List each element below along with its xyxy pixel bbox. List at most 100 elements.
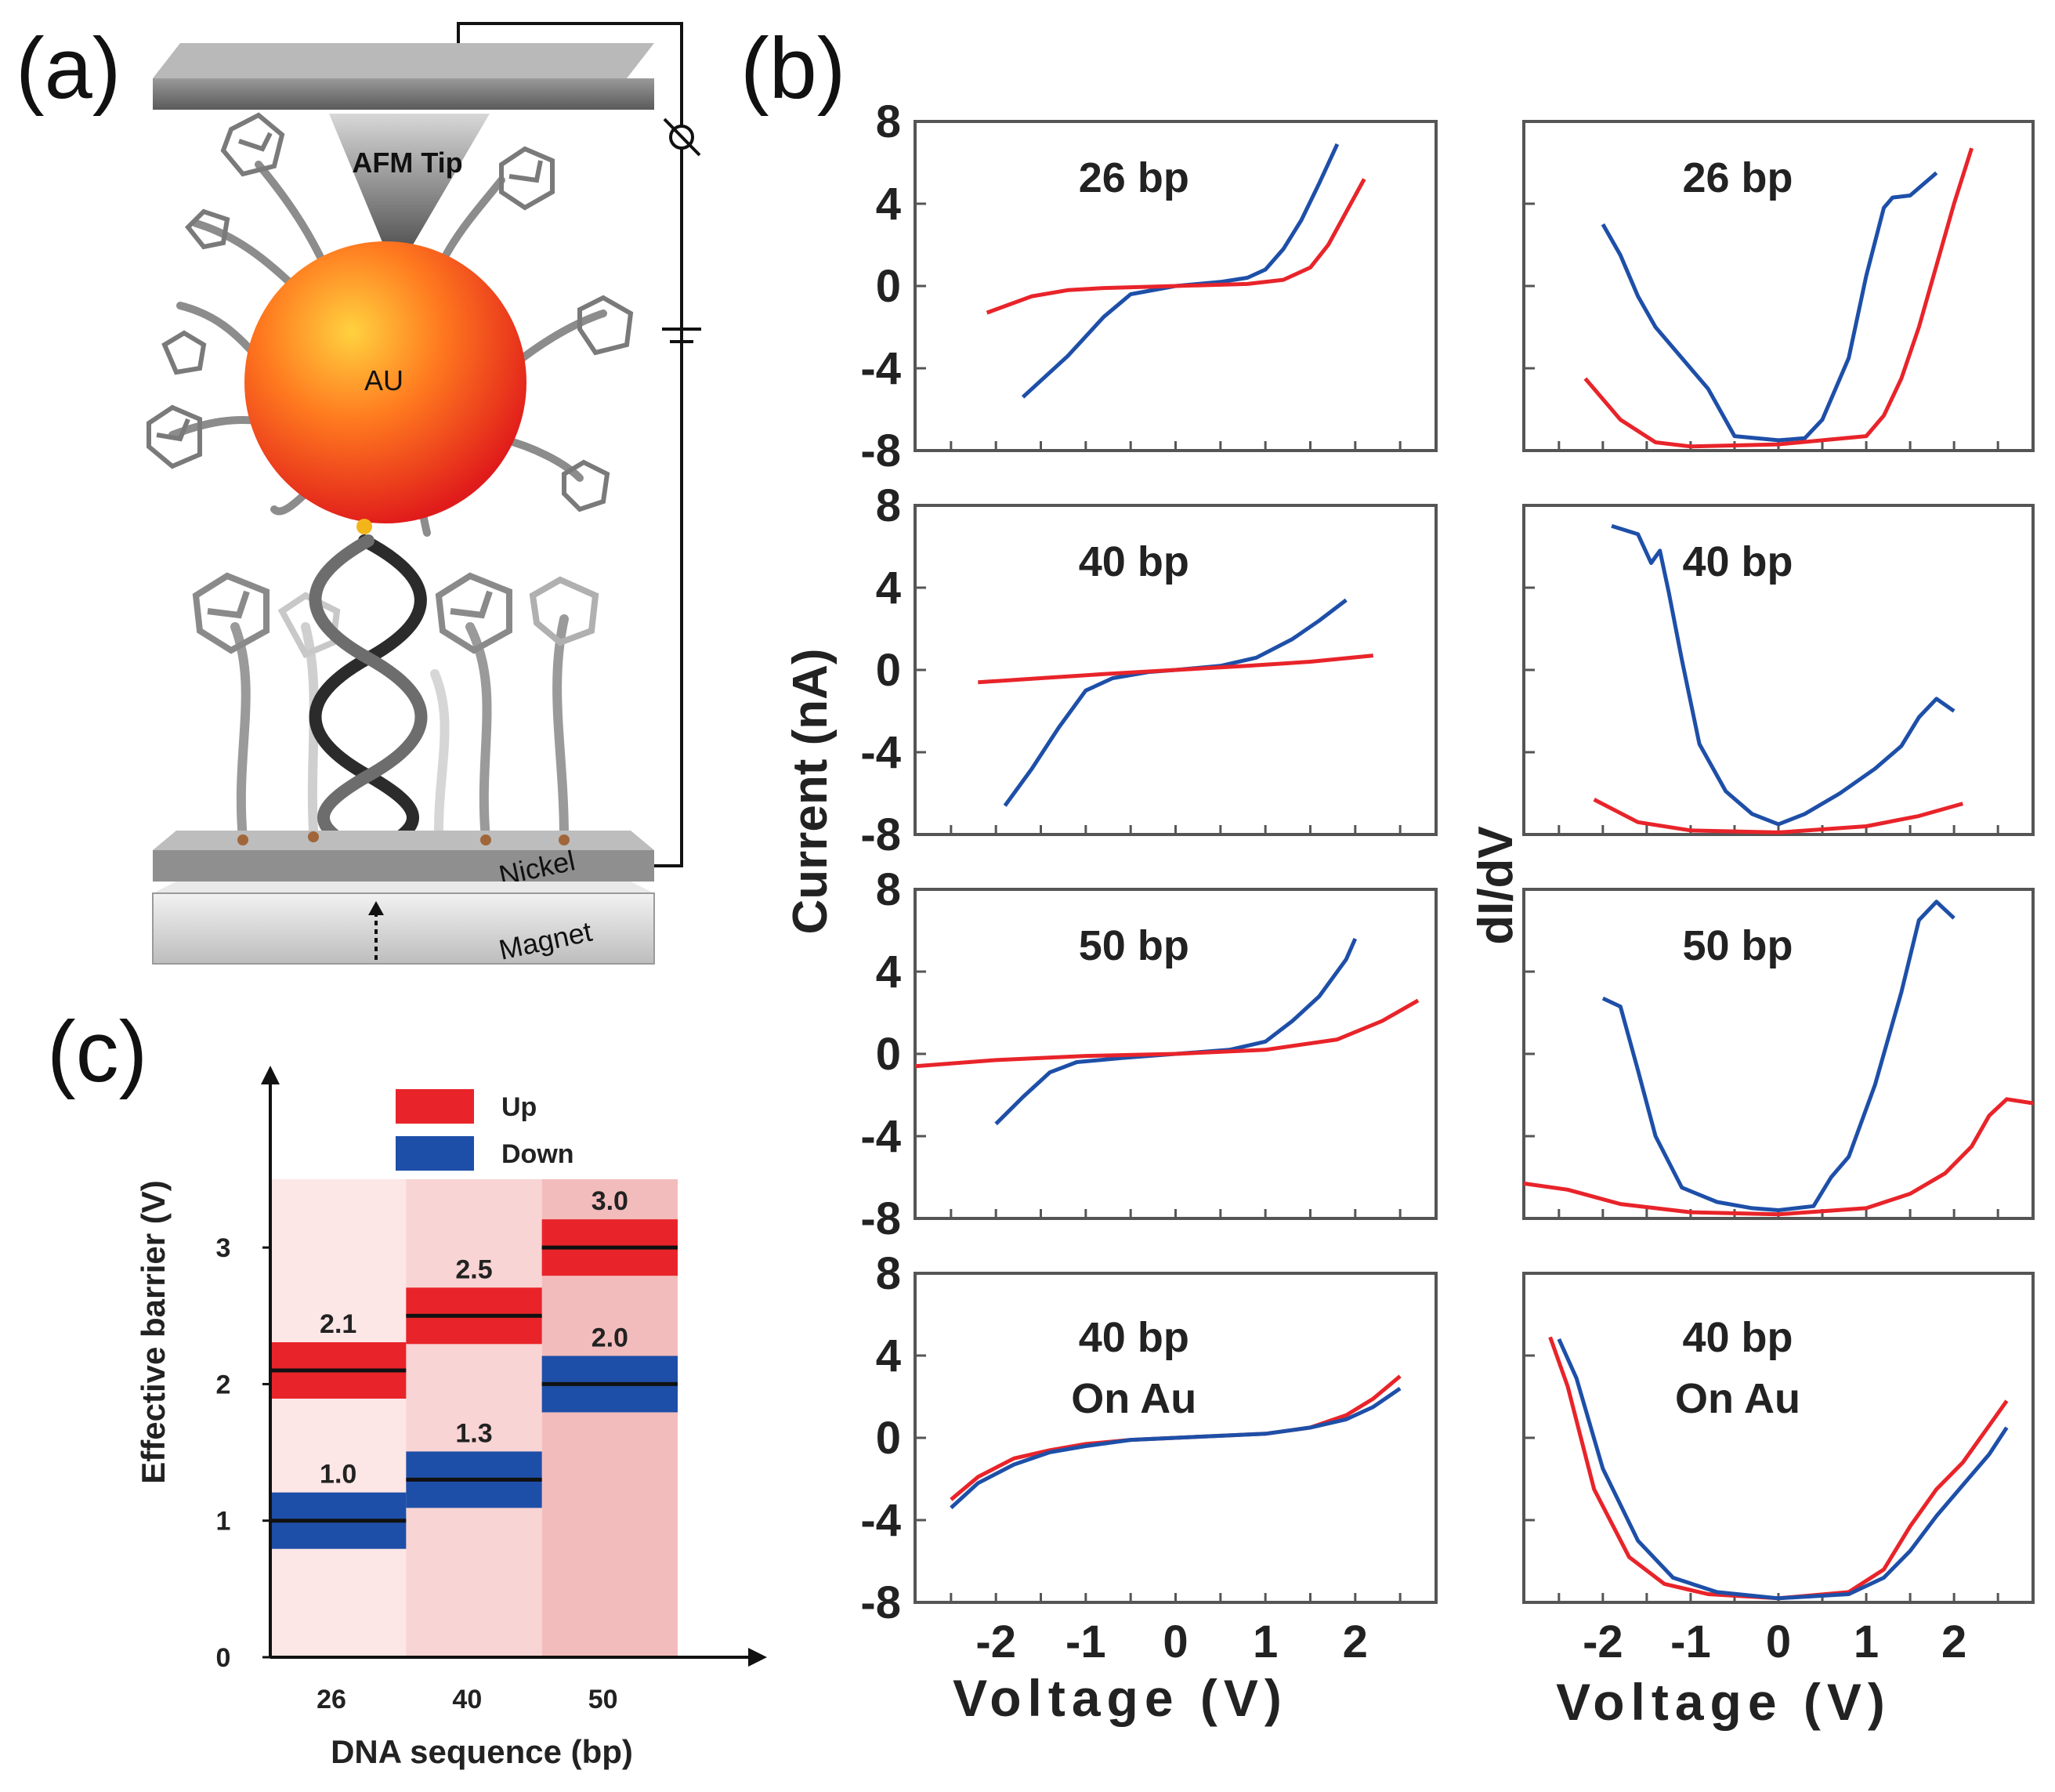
plot-frame [1522, 888, 2035, 1220]
category-band [406, 1179, 542, 1657]
value-label: 2.5 [455, 1254, 492, 1284]
y-tick-label: 0 [876, 1029, 901, 1080]
value-label: 2.0 [592, 1323, 628, 1352]
iv-panel-3: -8 -4 0 4 8 40 bp On Au -2 -1 0 1 2 [860, 1248, 1438, 1667]
magnet-block [152, 882, 655, 965]
x-tick-label: 1 [1253, 1616, 1278, 1667]
series-red [986, 178, 1366, 315]
series-red [978, 653, 1373, 685]
dna-helix-icon [309, 534, 428, 849]
plot-frame [1522, 1272, 2035, 1604]
y-tick-label: 0 [216, 1643, 231, 1673]
y-tick-label: 8 [876, 480, 901, 531]
series-blue [1601, 900, 1956, 1212]
panel-title: 40 bp [1079, 1314, 1189, 1361]
y-tick-label: 0 [876, 645, 901, 696]
y-axis-arrow-icon [261, 1066, 280, 1084]
legend-swatch-up [396, 1089, 474, 1124]
y-tick-label: 1 [216, 1507, 231, 1537]
iv-panel-0: -8 -4 0 4 8 26 bp [860, 96, 1438, 476]
afm-tip-label: AFM Tip [352, 147, 462, 179]
y-tick-label: -4 [860, 727, 901, 778]
nickel-substrate [153, 831, 654, 882]
panel-title: 26 bp [1079, 154, 1189, 201]
y-tick-label: -8 [860, 809, 901, 860]
y-tick-label: -8 [860, 1193, 901, 1244]
voltage-axis-label-right: Voltage (V) [1556, 1673, 1891, 1731]
didv-panel-1: 40 bp [1522, 504, 2035, 836]
series-blue [1611, 523, 1956, 827]
y-tick-label: 4 [876, 179, 901, 230]
value-label: 1.3 [455, 1418, 492, 1448]
linker-dot-icon [356, 519, 372, 534]
y-tick-label: 4 [876, 563, 901, 614]
series-red [1583, 147, 1974, 449]
panel-title: 50 bp [1682, 922, 1793, 969]
series-blue [1557, 1338, 2009, 1601]
x-tick-label: -1 [1065, 1616, 1106, 1667]
top-electrode [153, 43, 654, 110]
y-tick-label: -4 [860, 1111, 901, 1162]
current-axis-label: Current (nA) [783, 648, 838, 934]
x-tick-label: 2 [1343, 1616, 1368, 1667]
series-red [1593, 798, 1963, 834]
y-tick-label: -8 [860, 1577, 901, 1628]
afm-tip-icon [329, 114, 490, 274]
substrate-proteins [230, 614, 569, 843]
substrate-protein-heads [192, 572, 599, 659]
y-tick-label: 0 [876, 261, 901, 312]
protein-icons [147, 112, 634, 512]
panel-a-schematic: (a) AFM Tip [16, 20, 701, 966]
y-tick-label: 2 [216, 1370, 231, 1399]
series-blue [950, 1386, 1402, 1510]
iv-column: -8 -4 0 4 8 26 bp -8 -4 0 4 8 40 bp -8 -4 0 4 8 50 bp -8 -4… [860, 96, 1438, 1667]
x-tick-label: 1 [1854, 1616, 1879, 1667]
iv-panel-2: -8 -4 0 4 8 50 bp [860, 864, 1438, 1244]
x-axis-arrow-icon [748, 1648, 767, 1667]
didv-column: 26 bp 40 bp 50 bp 40 bp On Au -2 -1 0 1 2 [1522, 120, 2035, 1667]
y-tick-label: -4 [860, 1495, 901, 1546]
y-tick-label: 8 [876, 96, 901, 147]
legend-label: Up [501, 1092, 537, 1122]
y-tick-label: 8 [876, 864, 901, 915]
panel-title: 50 bp [1079, 922, 1189, 969]
value-label: 1.0 [320, 1460, 356, 1490]
y-tick-label: 8 [876, 1248, 901, 1299]
series-blue [1601, 171, 1938, 443]
panel-title: 40 bp [1682, 1314, 1793, 1361]
voltage-axis-label-left: Voltage (V) [953, 1669, 1288, 1727]
panel-title: 40 bp [1079, 538, 1189, 585]
category-label: 26 [317, 1685, 346, 1714]
iv-panel-1: -8 -4 0 4 8 40 bp [860, 480, 1438, 860]
didv-panel-2: 50 bp [1522, 888, 2035, 1220]
legend-label: Down [501, 1139, 574, 1169]
plot-frame [1522, 504, 2035, 836]
panel-a-label: (a) [16, 20, 121, 117]
value-label: 2.1 [320, 1309, 356, 1339]
legend-swatch-down [396, 1136, 474, 1171]
category-label: 50 [588, 1685, 618, 1714]
y-tick-label: -4 [860, 343, 901, 394]
panel-title: 40 bp [1682, 538, 1793, 585]
y-tick-label: 4 [876, 947, 901, 997]
series-red [1523, 1097, 2034, 1217]
panel-c-chart: (c) 2.1 2.5 3.0 1.0 1.3 2.0 0 1 2 3 26 40 50 Up Down E… [47, 1004, 767, 1770]
y-tick-label: 0 [876, 1413, 901, 1464]
didv-panel-3: 40 bp On Au -2 -1 0 1 2 [1522, 1272, 2035, 1667]
x-tick-label: 0 [1163, 1616, 1188, 1667]
x-tick-label: -1 [1670, 1616, 1711, 1667]
y-tick-label: 3 [216, 1233, 231, 1263]
didv-axis-label: dI/dV [1469, 826, 1523, 945]
series-blue [1021, 143, 1340, 399]
value-label: 3.0 [592, 1186, 628, 1216]
panel-c-label: (c) [47, 1004, 147, 1100]
panel-b-label: (b) [740, 20, 845, 117]
series-red [914, 998, 1420, 1069]
y-tick-label: 4 [876, 1330, 901, 1381]
panel-b-charts: (b) Current (nA) dI/dV Voltage (V) Volta… [740, 20, 2035, 1731]
au-particle-label: AU [364, 364, 403, 396]
panel-subtitle: On Au [1675, 1375, 1800, 1422]
au-particle-icon [244, 241, 526, 523]
ammeter-icon [663, 118, 701, 157]
